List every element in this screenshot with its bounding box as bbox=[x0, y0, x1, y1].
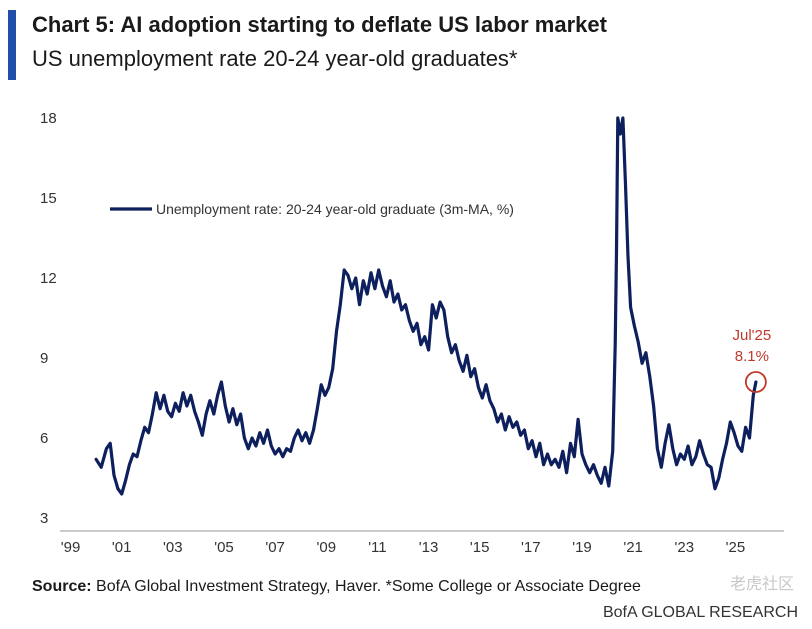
x-tick-label: '09 bbox=[316, 539, 336, 556]
x-tick-label: '03 bbox=[163, 539, 183, 556]
legend: Unemployment rate: 20-24 year-old gradua… bbox=[110, 201, 514, 217]
y-tick-label: 6 bbox=[40, 430, 48, 447]
x-tick-label: '05 bbox=[214, 539, 234, 556]
x-tick-label: '19 bbox=[572, 539, 592, 556]
y-tick-label: 18 bbox=[40, 110, 57, 127]
legend-label: Unemployment rate: 20-24 year-old gradua… bbox=[156, 201, 514, 217]
x-tick-label: '23 bbox=[674, 539, 694, 556]
annotation-value-label: 8.1% bbox=[735, 348, 769, 365]
source-label: Source: bbox=[32, 578, 92, 595]
y-tick-label: 12 bbox=[40, 270, 57, 287]
y-tick-label: 9 bbox=[40, 350, 48, 367]
chart-subtitle: US unemployment rate 20-24 year-old grad… bbox=[32, 46, 518, 71]
x-axis-ticks: '99 '01 '03 '05 '07 '09 '11 '13 '15 '17 '19 '21 '23 '… bbox=[61, 539, 745, 556]
annotation-circle bbox=[744, 371, 767, 393]
y-tick-label: 3 bbox=[40, 510, 48, 527]
x-tick-label: '21 bbox=[623, 539, 643, 556]
source-note: Source: BofA Global Investment Strategy,… bbox=[32, 578, 641, 596]
x-tick-label: '07 bbox=[265, 539, 285, 556]
chart-title: Chart 5: AI adoption starting to deflate… bbox=[32, 12, 607, 37]
x-tick-label: '17 bbox=[521, 539, 541, 556]
x-tick-label: '11 bbox=[368, 539, 386, 556]
x-tick-label: '13 bbox=[419, 539, 439, 556]
y-tick-label: 15 bbox=[40, 190, 57, 207]
source-text: BofA Global Investment Strategy, Haver. … bbox=[91, 578, 641, 595]
x-tick-label: '99 bbox=[61, 539, 81, 556]
watermark: 老虎社区 bbox=[729, 576, 794, 593]
x-tick-label: '25 bbox=[726, 539, 746, 556]
annotation-jul25: Jul'25 8.1% bbox=[733, 327, 772, 393]
x-tick-label: '15 bbox=[470, 539, 490, 556]
annotation-date-label: Jul'25 bbox=[733, 327, 772, 344]
brand-label: BofA GLOBAL RESEARCH bbox=[602, 604, 798, 621]
x-tick-label: '01 bbox=[112, 539, 132, 556]
y-axis-ticks: 3 6 9 12 15 18 bbox=[40, 110, 57, 527]
accent-bar bbox=[8, 10, 16, 80]
series-line-unemployment bbox=[94, 116, 758, 496]
